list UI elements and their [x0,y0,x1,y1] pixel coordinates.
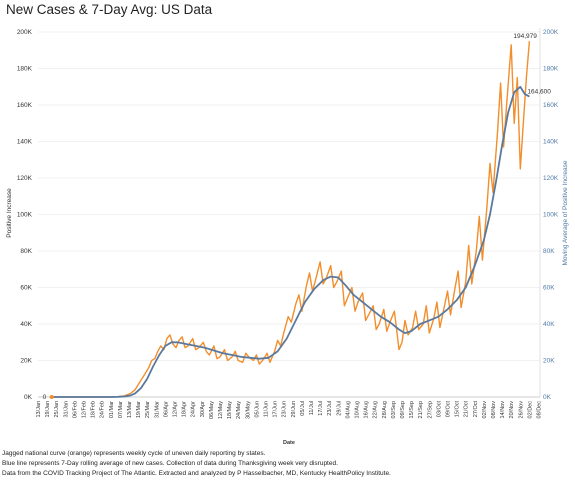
x-tick-label: 24/Feb [100,401,106,418]
x-tick-label: 19/Jan [45,401,51,418]
series-lines [51,41,531,398]
x-tick-label: 30/Apr [200,401,206,417]
y-tick-label: 140K [17,139,33,146]
y-tick-label-right: 180K [543,66,559,73]
x-tick-label: 13/Jan [36,401,42,418]
x-tick-label: 05/Jul [300,401,306,416]
x-tick-label: 11/Jul [309,401,315,415]
chart-area: 0K 20K 40K 60K 80K 100K 120K 140K 160K 180K 200K 0… [6,28,569,446]
x-tick-label: 27/Sep [427,401,433,418]
x-tick-label: 19/Mar [136,401,142,418]
x-tick-label: 24/Apr [191,401,197,417]
x-tick-label: 21/Sep [418,401,424,418]
y-tick-label-right: 20K [543,358,555,365]
x-tick-label: 13/Mar [127,401,133,418]
y-tick-label: 120K [17,175,33,182]
start-marker [49,395,54,399]
x-tick-label: 24/May [236,401,242,419]
y-tick-label: 80K [20,248,32,255]
x-tick-label: 08/Nov [491,401,497,419]
footnote-2: Blue line represents 7-Day rolling avera… [2,460,338,467]
y-tick-label: 160K [17,102,33,109]
footnote-3: Data from the COVID Tracking Project of … [2,470,391,477]
y-tick-label: 100K [17,212,33,219]
x-tick-label: 12/Apr [172,401,178,417]
x-tick-label: 28/Aug [382,401,388,418]
x-tick-label: 21/Oct [464,401,470,418]
zero-label: 0 [43,394,47,401]
x-tick-label: 18/May [227,401,233,419]
x-tick-label: 25/Mar [145,401,151,418]
x-tick-label: 06/Feb [72,401,78,418]
left-axis-ticks: 0K 20K 40K 60K 80K 100K 120K 140K 160K 180K 200K [17,29,33,401]
x-tick-label: 17/Jun [273,401,279,418]
x-tick-label: 17/Jul [318,401,324,416]
x-tick-label: 14/Nov [500,401,506,419]
y-tick-label: 200K [17,29,33,36]
y-tick-label: 60K [20,285,32,292]
seven-day-average-line [51,85,530,398]
x-tick-label: 11/Jun [263,401,269,417]
x-tick-label: 16/Aug [364,401,370,418]
y-tick-label-right: 140K [543,139,559,146]
x-axis-label: Date [283,440,295,446]
x-tick-label: 18/Apr [182,401,188,417]
y-tick-label-right: 120K [543,175,559,182]
x-tick-label: 29/Jul [336,401,342,416]
x-tick-label: 04/Aug [345,401,351,418]
peak-label: 194,979 [513,33,537,40]
y-tick-label-right: 200K [543,29,559,36]
x-tick-label: 10/Aug [354,401,360,418]
y-tick-label: 0K [24,394,33,401]
y-tick-label: 20K [20,358,32,365]
x-tick-label: 31/Jan [63,401,69,418]
x-tick-label: 20/Nov [509,401,515,419]
y-tick-label-right: 100K [543,212,559,219]
x-tick-label: 25/Jan [54,401,60,418]
x-tick-label: 01/Mar [109,401,115,418]
x-tick-label: 23/Jul [327,401,333,416]
daily-cases-line [51,41,531,398]
average-end-label: 164,600 [527,89,551,96]
x-tick-label: 09/Oct [445,401,451,418]
x-axis-ticks: 13/Jan 19/Jan 25/Jan 31/Jan 06/Feb 12/Feb 18/F… [36,401,542,420]
left-axis-label: Positive Increase [6,188,13,238]
chart-title: New Cases & 7-Day Avg: US Data [6,2,213,17]
x-tick-label: 29/Jun [291,401,297,418]
gridlines [38,31,540,361]
x-tick-label: 06/Apr [163,401,169,417]
x-tick-label: 23/Jun [282,401,288,418]
x-tick-label: 15/Oct [455,401,461,418]
right-axis-ticks: 0K 20K 40K 60K 80K 100K 120K 140K 160K 180K 200K [543,29,559,401]
y-tick-label-right: 160K [543,102,559,109]
x-tick-label: 06/May [209,401,215,419]
x-tick-label: 09/Sep [400,401,406,418]
x-tick-label: 05/Jun [254,401,260,418]
x-tick-label: 03/Oct [436,401,442,418]
x-tick-label: 22/Aug [373,401,379,418]
x-tick-label: 03/Sep [391,401,397,418]
x-tick-label: 07/Mar [118,401,124,418]
x-tick-label: 02/Nov [482,401,488,419]
y-tick-label-right: 40K [543,321,555,328]
x-tick-label: 26/Nov [518,401,524,419]
y-tick-label: 40K [20,321,32,328]
x-tick-label: 15/Sep [409,401,415,418]
y-tick-label-right: 80K [543,248,555,255]
right-axis-label: Moving Average of Positive Increase [562,160,569,265]
annotations: 194,979 164,600 0 [43,33,552,401]
y-tick-label-right: 0K [543,394,552,401]
y-tick-label: 180K [17,66,33,73]
x-tick-label: 12/Feb [81,401,87,418]
x-tick-label: 30/May [245,401,251,419]
x-tick-label: 08/Dec [536,401,542,419]
x-tick-label: 18/Feb [91,401,97,418]
y-tick-label-right: 60K [543,285,555,292]
x-tick-label: 12/May [218,401,224,419]
x-tick-label: 27/Oct [473,401,479,418]
footnote-1: Jagged national curve (orange) represent… [2,450,266,457]
x-tick-label: 02/Dec [527,401,533,419]
x-tick-label: 31/Mar [154,401,160,418]
